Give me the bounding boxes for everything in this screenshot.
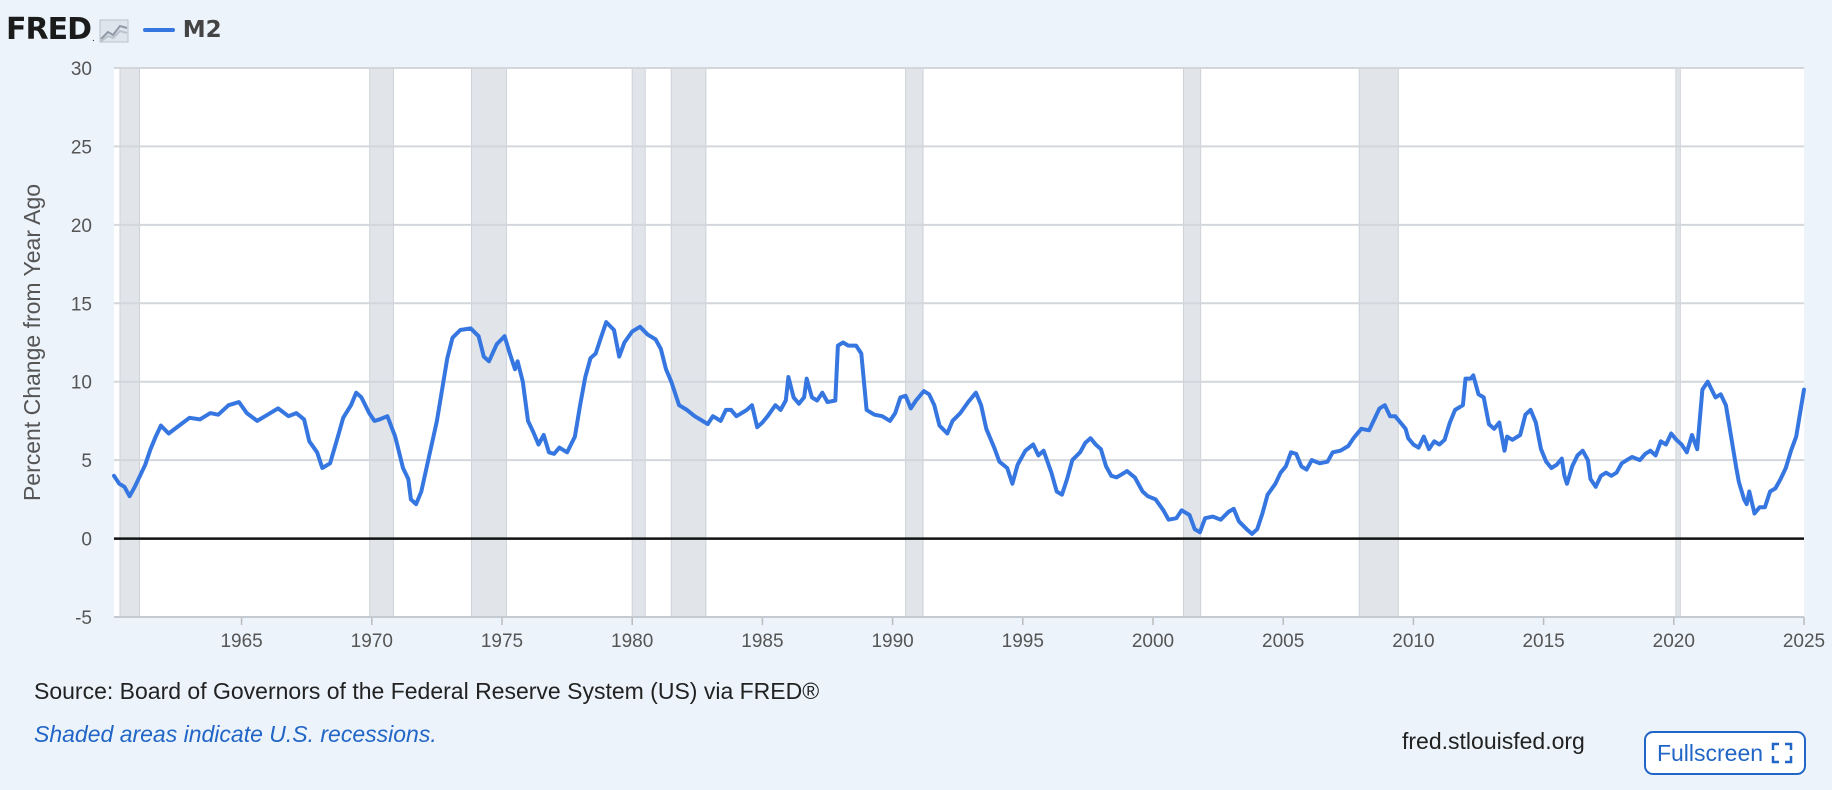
y-tick-label: 20: [71, 216, 92, 237]
x-tick-label: 2005: [1262, 631, 1304, 652]
recession-band: [369, 67, 394, 618]
x-tick-label: 1975: [481, 631, 523, 652]
fullscreen-label: Fullscreen: [1656, 739, 1764, 766]
x-tick-label: 2010: [1392, 631, 1434, 652]
recession-band: [1675, 67, 1681, 618]
chart-header: FRED . M2: [6, 10, 222, 50]
y-tick-label: 15: [71, 294, 92, 315]
recession-band: [670, 67, 707, 618]
recession-band: [631, 67, 646, 618]
legend-line-swatch: [142, 28, 175, 32]
fred-logo-dot: .: [92, 32, 95, 44]
x-tick-label: 1995: [1002, 631, 1044, 652]
recession-band: [119, 67, 141, 618]
expand-icon: [1771, 742, 1793, 764]
fred-logo[interactable]: FRED: [6, 12, 92, 47]
x-tick-label: 1990: [871, 631, 913, 652]
y-tick-label: 30: [71, 59, 92, 80]
y-tick-label: 0: [81, 530, 92, 551]
y-axis-label: Percent Change from Year Ago: [19, 184, 45, 501]
fullscreen-button[interactable]: Fullscreen: [1644, 731, 1806, 775]
x-tick-label: 2015: [1522, 631, 1564, 652]
legend-label[interactable]: M2: [182, 17, 222, 43]
x-tick-label: 1965: [220, 631, 262, 652]
y-tick-label: 5: [81, 451, 92, 472]
recession-band: [1358, 67, 1399, 618]
recession-band: [905, 67, 924, 618]
x-tick-label: 1985: [741, 631, 783, 652]
recession-band: [1182, 67, 1202, 618]
y-tick-label: 25: [71, 137, 92, 158]
x-tick-label: 2000: [1132, 631, 1174, 652]
y-tick-label: 10: [71, 373, 92, 394]
x-tick-label: 1980: [611, 631, 653, 652]
recession-note: Shaded areas indicate U.S. recessions.: [34, 721, 437, 747]
source-citation: Source: Board of Governors of the Federa…: [34, 678, 820, 704]
plot-area: [114, 68, 1804, 617]
x-tick-label: 2020: [1653, 631, 1695, 652]
x-tick-label: 1970: [351, 631, 393, 652]
x-tick-label: 2025: [1783, 631, 1825, 652]
site-url: fred.stlouisfed.org: [1402, 728, 1585, 754]
series-line-m2: [112, 320, 1806, 536]
line-chart-icon: [99, 19, 129, 43]
y-tick-label: -5: [75, 608, 92, 629]
